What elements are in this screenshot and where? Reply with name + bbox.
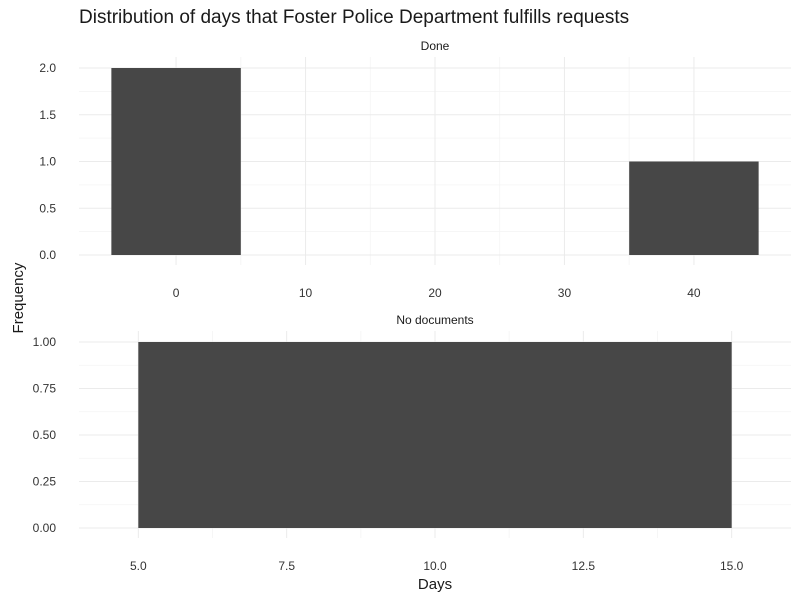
x-tick-label: 10 [299, 286, 313, 300]
x-tick-label: 0 [173, 286, 180, 300]
x-tick-label: 15.0 [720, 559, 744, 573]
y-tick-label: 0.0 [39, 248, 56, 262]
y-tick-label: 1.0 [39, 155, 56, 169]
x-axis-title: Days [418, 576, 452, 593]
y-tick-label: 0.00 [33, 521, 57, 535]
x-tick-label: 20 [428, 286, 442, 300]
facet-panel-1: Done 0.0 0.5 1.0 1.5 2.0 0 10 20 30 40 [39, 39, 791, 300]
y-tick-label: 2.0 [39, 61, 56, 75]
bar-1 [138, 342, 732, 528]
facet-panels: Done 0.0 0.5 1.0 1.5 2.0 0 10 20 30 40 No documents… [33, 39, 791, 573]
y-tick-label: 0.50 [33, 428, 57, 442]
x-tick-label: 10.0 [423, 559, 447, 573]
x-tick-label: 30 [558, 286, 572, 300]
x-tick-label: 40 [687, 286, 701, 300]
facet-strip-label: No documents [396, 313, 473, 327]
y-tick-label: 1.5 [39, 108, 56, 122]
x-tick-label: 12.5 [572, 559, 596, 573]
chart-title: Distribution of days that Foster Police … [79, 7, 629, 28]
x-tick-label: 7.5 [278, 559, 295, 573]
x-tick-label: 5.0 [130, 559, 147, 573]
y-tick-label: 0.5 [39, 201, 56, 215]
bar-1 [111, 68, 241, 255]
facet-panel-2: No documents 0.00 0.25 0.50 0.75 1.00 5.0 7.5 10… [33, 313, 791, 573]
bar-2 [629, 161, 759, 255]
y-tick-label: 0.25 [33, 475, 57, 489]
y-tick-label: 0.75 [33, 382, 57, 396]
facet-strip-label: Done [421, 39, 450, 53]
y-tick-label: 1.00 [33, 335, 57, 349]
y-axis-title: Frequency [10, 262, 27, 333]
